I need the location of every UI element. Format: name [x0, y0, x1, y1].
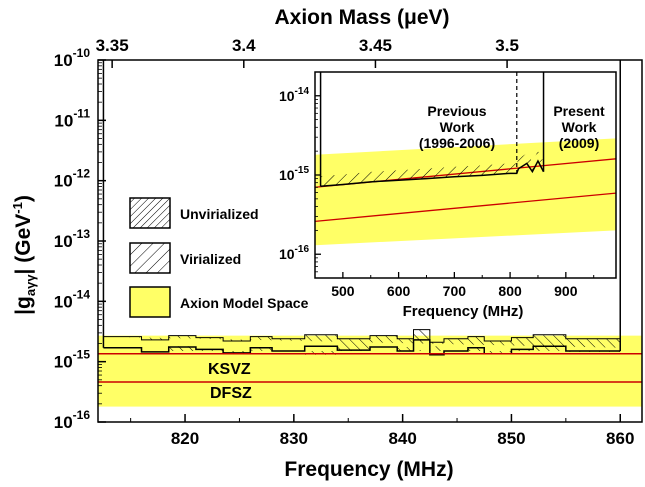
x-axis-title: Frequency (MHz) — [284, 458, 453, 481]
inset-x-axis-title: Frequency (MHz) — [403, 303, 524, 320]
inset-plot: 500 600 700 800 900 10-14 10-15 10-16 Previous… — [279, 71, 617, 320]
inset-x-ticks: 500 600 700 800 900 — [331, 272, 595, 299]
x-tick-label: 840 — [388, 429, 416, 448]
top-x-ticks: 3.35 3.4 3.45 3.5 — [96, 36, 519, 68]
annotation-previous-work: Previous Work (1996-2006) — [419, 103, 495, 151]
top-tick-label: 3.45 — [359, 36, 392, 55]
y-tick-label: 10-11 — [54, 106, 90, 130]
top-tick-label: 3.4 — [232, 36, 256, 55]
ksvz-label: KSVZ — [208, 361, 251, 378]
annotation-present-line2: Work — [562, 119, 597, 135]
inset-y-tick-label: 10-14 — [279, 86, 309, 104]
x-tick-label: 860 — [606, 429, 634, 448]
y-axis-title: |gaγγ| (GeV-1) — [10, 195, 38, 315]
unvirialized-hatch — [103, 329, 621, 355]
main-plot: 820 830 840 850 860 3.35 3.4 3.45 3.5 10-1010-1… — [54, 36, 643, 448]
y-tick-label: 10-12 — [54, 167, 91, 191]
legend-label-axion-model-space: Axion Model Space — [180, 295, 309, 311]
annotation-present-work: Present Work (2009) — [553, 103, 605, 151]
inset-dfsz-line — [315, 192, 616, 222]
y-tick-label: 10-10 — [54, 46, 91, 70]
inset-excluded-region — [320, 151, 544, 187]
y-tick-label: 10-14 — [54, 287, 91, 311]
annotation-previous-line2: Work — [440, 119, 475, 135]
top-tick-label: 3.35 — [96, 36, 129, 55]
inset-axion-band — [315, 138, 616, 246]
inset-y-ticks: 10-14 10-15 10-16 — [279, 86, 321, 273]
inset-limit-line — [320, 159, 545, 188]
top-axis-title: Axion Mass (μeV) — [274, 6, 449, 29]
main-x-ticks: 820 830 840 850 860 — [130, 414, 634, 448]
annotation-previous-line1: Previous — [427, 103, 486, 119]
x-tick-label: 850 — [497, 429, 525, 448]
x-tick-label: 820 — [171, 429, 199, 448]
legend: Unvirialized Virialized Axion Model Spac… — [129, 197, 309, 318]
unvirialized-limit-line — [103, 329, 621, 343]
inset-x-tick-label: 700 — [443, 283, 467, 299]
inset-y-tick-label: 10-15 — [279, 165, 309, 183]
main-y-ticks: 10-10 10-11 10-12 10-13 10-14 10-15 10-16 — [54, 46, 106, 432]
unvirialized-region — [103, 329, 621, 355]
y-tick-label: 10-15 — [54, 348, 91, 372]
x-tick-label: 830 — [280, 429, 308, 448]
inset-x-tick-label: 900 — [554, 283, 578, 299]
y-tick-label: 10-16 — [54, 408, 91, 432]
y-tick-label: 10-13 — [54, 227, 91, 251]
top-tick-label: 3.5 — [495, 36, 519, 55]
legend-item-virialized: Virialized — [129, 242, 241, 274]
annotation-present-line3: (2009) — [559, 135, 599, 151]
annotation-present-line1: Present — [553, 103, 605, 119]
inset-x-tick-label: 500 — [331, 283, 355, 299]
inset-y-tick-label: 10-16 — [279, 244, 309, 262]
annotation-previous-line3: (1996-2006) — [419, 135, 495, 151]
inset-x-tick-label: 800 — [498, 283, 522, 299]
legend-item-axion-model-space: Axion Model Space — [129, 286, 309, 318]
inset-x-tick-label: 600 — [387, 283, 411, 299]
dfsz-label: DFSZ — [210, 385, 252, 402]
legend-label-unvirialized: Unvirialized — [180, 206, 259, 222]
legend-item-unvirialized: Unvirialized — [129, 197, 259, 229]
legend-label-virialized: Virialized — [180, 251, 241, 267]
